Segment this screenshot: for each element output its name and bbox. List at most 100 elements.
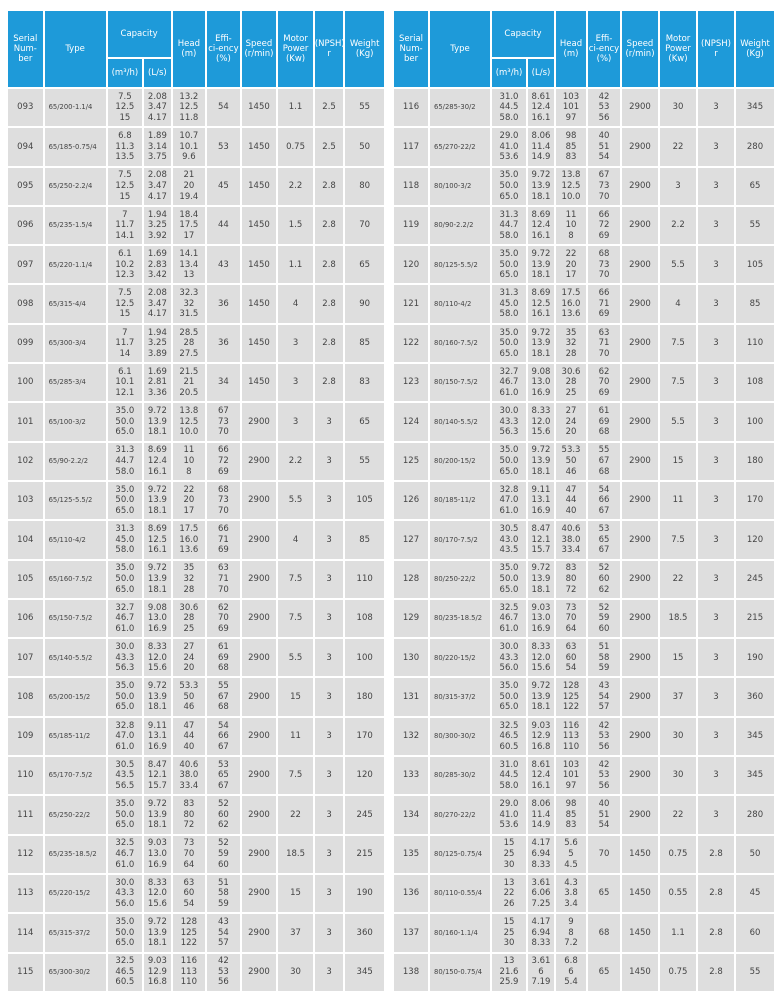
serial-number-cell: 124	[394, 403, 428, 441]
efficiency-cell: 52 60 62	[588, 560, 620, 598]
motor-power-cell: 11	[278, 717, 313, 756]
weight-cell: 180	[736, 442, 774, 480]
motor-power-cell: 3	[278, 364, 313, 402]
efficiency-cell: 52 59 60	[588, 599, 620, 638]
npshr-cell: 3	[314, 914, 344, 952]
table-row: 134 80/270-22/2 29.0 41.0 53.6 8.06 11.4 14…	[394, 796, 774, 834]
weight-cell: 360	[345, 914, 384, 952]
speed-cell: 2900	[241, 442, 277, 480]
motor-power-cell: 2.2	[278, 167, 313, 205]
motor-power-cell: 0.75	[660, 953, 696, 991]
npshr-cell: 3	[314, 560, 344, 598]
serial-number-cell: 129	[394, 599, 428, 638]
speed-cell: 2900	[622, 403, 658, 441]
serial-number-cell: 118	[394, 167, 428, 205]
head-cell: 6.8 6 5.4	[556, 953, 586, 991]
flow-ls-cell: 8.69 12.4 16.1	[144, 442, 171, 480]
type-cell: 80/170-7.5/2	[430, 521, 490, 559]
motor-power-cell: 2.2	[278, 442, 313, 480]
flow-ls-cell: 2.08 3.47 4.17	[144, 89, 171, 127]
table-row: 126 80/185-11/2 32.8 47.0 61.0 9.11 13.1 16…	[394, 481, 774, 520]
type-cell: 65/185-0.75/4	[44, 128, 106, 166]
npshr-cell: 2.8	[698, 914, 734, 952]
efficiency-cell: 53	[207, 128, 240, 166]
serial-number-cell: 104	[8, 521, 43, 559]
type-cell: 65/170-7.5/2	[44, 757, 106, 795]
table-row: 116 65/285-30/2 31.0 44.5 58.0 8.61 12.4 16…	[394, 89, 774, 127]
flow-m3h-cell: 15 25 30	[492, 914, 526, 952]
type-cell: 80/90-2.2/2	[430, 206, 490, 245]
flow-m3h-cell: 6.1 10.1 12.1	[107, 364, 143, 402]
serial-number-cell: 112	[8, 835, 43, 873]
serial-number-cell: 121	[394, 285, 428, 323]
head-cell: 47 44 40	[172, 717, 206, 756]
motor-power-cell: 1.5	[278, 206, 313, 245]
table-row: 102 65/90-2.2/2 31.3 44.7 58.0 8.69 12.4 16…	[8, 442, 384, 480]
weight-cell: 110	[345, 560, 384, 598]
flow-ls-cell: 9.03 13.0 16.9	[528, 599, 554, 638]
head-cell: 13.8 12.5 10.0	[172, 403, 206, 441]
type-cell: 65/200-15/2	[44, 678, 106, 716]
table-row: 123 80/150-7.5/2 32.7 46.7 61.0 9.08 13.0 1…	[394, 364, 774, 402]
head-cell: 30.6 28 25	[556, 364, 586, 402]
flow-ls-cell: 8.33 12.0 15.6	[144, 874, 171, 913]
flow-m3h-cell: 35.0 50.0 65.0	[107, 481, 143, 520]
header-efficiency: Effi- ci-ency (%)	[207, 11, 240, 87]
type-cell: 65/220-15/2	[44, 874, 106, 913]
flow-ls-cell: 8.33 12.0 15.6	[528, 639, 554, 677]
weight-cell: 70	[345, 206, 384, 245]
motor-power-cell: 15	[660, 442, 696, 480]
efficiency-cell: 36	[207, 285, 240, 323]
serial-number-cell: 106	[8, 599, 43, 638]
npshr-cell: 3	[698, 757, 734, 795]
flow-m3h-cell: 32.8 47.0 61.0	[107, 717, 143, 756]
flow-ls-cell: 3.61 6 7.19	[528, 953, 554, 991]
flow-m3h-cell: 29.0 41.0 53.6	[492, 128, 526, 166]
pump-spec-table-right: Serial Num- ber Type Capacity Head (m) Effi-…	[392, 9, 776, 993]
speed-cell: 1450	[622, 835, 658, 873]
serial-number-cell: 105	[8, 560, 43, 598]
weight-cell: 100	[736, 403, 774, 441]
serial-number-cell: 126	[394, 481, 428, 520]
flow-ls-cell: 4.17 6.94 8.33	[528, 835, 554, 873]
flow-m3h-cell: 31.0 44.5 58.0	[492, 89, 526, 127]
npshr-cell: 3	[314, 599, 344, 638]
type-cell: 65/250-2.2/4	[44, 167, 106, 205]
efficiency-cell: 66 72 69	[588, 206, 620, 245]
head-cell: 17.5 16.0 13.6	[172, 521, 206, 559]
flow-ls-cell: 9.08 13.0 16.9	[144, 599, 171, 638]
efficiency-cell: 52 60 62	[207, 796, 240, 834]
flow-m3h-cell: 31.3 45.0 58.0	[492, 285, 526, 323]
weight-cell: 55	[736, 206, 774, 245]
speed-cell: 2900	[622, 521, 658, 559]
flow-m3h-cell: 35.0 50.0 65.0	[107, 560, 143, 598]
weight-cell: 245	[345, 796, 384, 834]
flow-m3h-cell: 35.0 50.0 65.0	[107, 403, 143, 441]
table-row: 093 65/200-1.1/4 7.5 12.5 15 2.08 3.47 4.17…	[8, 89, 384, 127]
motor-power-cell: 7.5	[660, 521, 696, 559]
efficiency-cell: 42 53 56	[588, 717, 620, 756]
npshr-cell: 3	[314, 442, 344, 480]
flow-ls-cell: 1.89 3.14 3.75	[144, 128, 171, 166]
speed-cell: 2900	[622, 639, 658, 677]
serial-number-cell: 109	[8, 717, 43, 756]
flow-m3h-cell: 7.5 12.5 15	[107, 167, 143, 205]
head-cell: 9 8 7.2	[556, 914, 586, 952]
flow-m3h-cell: 35.0 50.0 65.0	[492, 246, 526, 284]
table-row: 119 80/90-2.2/2 31.3 44.7 58.0 8.69 12.4 16…	[394, 206, 774, 245]
speed-cell: 2900	[622, 678, 658, 716]
efficiency-cell: 54	[207, 89, 240, 127]
motor-power-cell: 7.5	[278, 560, 313, 598]
type-cell: 80/110-0.55/4	[430, 874, 490, 913]
header-flow-m3h: (m³/h)	[107, 59, 143, 87]
serial-number-cell: 113	[8, 874, 43, 913]
flow-m3h-cell: 35.0 50.0 65.0	[107, 914, 143, 952]
header-capacity: Capacity	[107, 11, 171, 57]
efficiency-cell: 52 59 60	[207, 835, 240, 873]
serial-number-cell: 119	[394, 206, 428, 245]
npshr-cell: 3	[698, 206, 734, 245]
weight-cell: 85	[736, 285, 774, 323]
weight-cell: 170	[345, 717, 384, 756]
serial-number-cell: 120	[394, 246, 428, 284]
efficiency-cell: 55 67 68	[207, 678, 240, 716]
